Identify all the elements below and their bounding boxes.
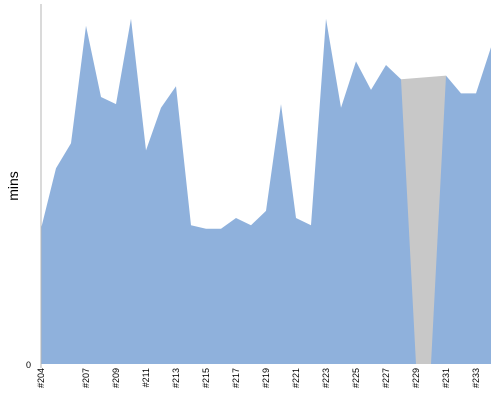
plot-area: [41, 18, 491, 364]
y-axis-title: mins: [5, 171, 21, 201]
x-tick-label: #229: [411, 368, 421, 388]
x-tick-label: #231: [441, 368, 451, 388]
x-tick-label: #223: [321, 368, 331, 388]
x-tick-label: #213: [171, 368, 181, 388]
x-tick-label: #219: [261, 368, 271, 388]
x-tick-label: #221: [291, 368, 301, 388]
x-tick-label: #225: [351, 368, 361, 388]
x-tick-label: #204: [36, 368, 46, 388]
x-tick-label: #217: [231, 368, 241, 388]
x-tick-label: #233: [471, 368, 481, 388]
y-axis-ticks: 0: [26, 360, 31, 370]
x-tick-label: #227: [381, 368, 391, 388]
duration-area: [41, 18, 491, 364]
x-axis-ticks: #204 #207 #209 #211 #213 #215 #217 #219 #221 #223…: [36, 368, 481, 388]
x-tick-label: #215: [201, 368, 211, 388]
y-tick-label: 0: [26, 360, 31, 370]
x-tick-label: #207: [81, 368, 91, 388]
x-tick-label: #209: [111, 368, 121, 388]
x-tick-label: #211: [141, 368, 151, 387]
